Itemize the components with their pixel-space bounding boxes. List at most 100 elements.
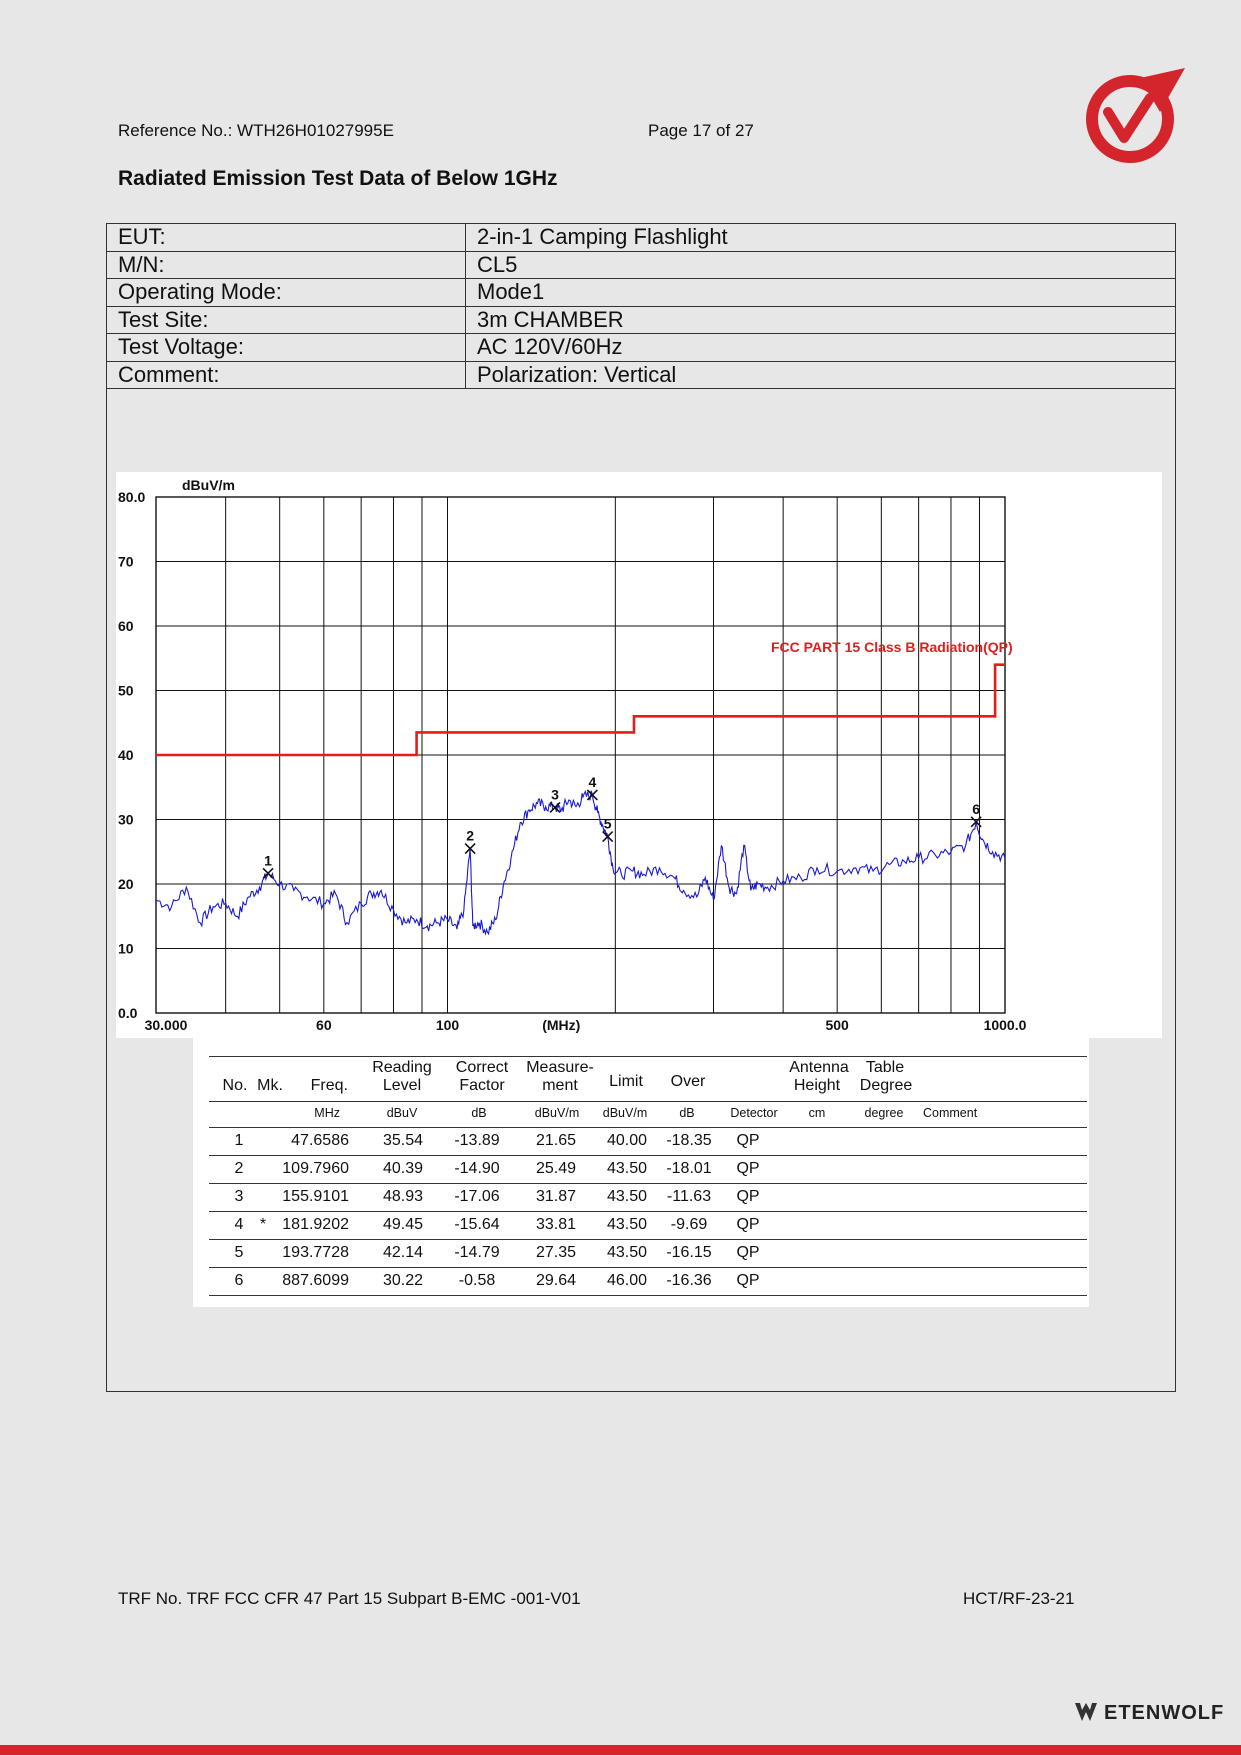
page-number: Page 17 of 27 [648, 121, 754, 140]
cell-correct: -14.90 [454, 1160, 500, 1177]
header-over: Over [670, 1073, 706, 1090]
info-row: Test Site: 3m CHAMBER [106, 305, 1176, 334]
x-tick-label: 100 [436, 1017, 460, 1033]
header-table: Table [865, 1059, 905, 1076]
emission-chart: 1 2 3 4 5 6 80.0 70 60 50 40 30 20 10 0.0 30.000 60 100 (… [116, 472, 1162, 1038]
cell-freq: 887.6099 [282, 1272, 349, 1289]
header-table-2: Degree [859, 1077, 913, 1094]
cell-limit: 43.50 [606, 1244, 648, 1261]
info-key: M/N: [106, 250, 466, 279]
cell-over: -18.35 [666, 1132, 712, 1149]
trf-number: TRF No. TRF FCC CFR 47 Part 15 Subpart B… [118, 1589, 581, 1608]
x-tick-label: 60 [316, 1017, 332, 1033]
unit-degree: degree [864, 1106, 904, 1120]
cell-freq: 193.7728 [282, 1244, 349, 1261]
y-axis-label: dBuV/m [182, 477, 235, 493]
marker-label: 4 [588, 774, 596, 790]
marker: 5 [602, 816, 614, 843]
marker-label: 6 [972, 801, 980, 817]
x-tick-label: 500 [825, 1017, 849, 1033]
reference-number: Reference No.: WTH26H01027995E [118, 121, 394, 140]
header-limit: Limit [609, 1073, 643, 1090]
y-tick-label: 70 [118, 554, 134, 570]
cell-correct: -15.64 [454, 1216, 500, 1233]
cell-over: -16.15 [666, 1244, 712, 1261]
marker: 3 [549, 786, 561, 814]
y-tick-label: 10 [118, 941, 134, 957]
y-tick-label: 40 [118, 747, 134, 763]
cell-limit: 43.50 [606, 1216, 648, 1233]
cell-reading: 40.39 [382, 1160, 424, 1177]
unit-detector: Detector [730, 1106, 778, 1120]
cell-reading: 42.14 [382, 1244, 424, 1261]
marker: 6 [970, 801, 982, 828]
y-tick-label: 60 [118, 618, 134, 634]
header-correct: Correct [455, 1059, 509, 1076]
marker-label: 5 [604, 816, 612, 832]
marker: 2 [464, 828, 476, 855]
unit-limit: dBuV/m [602, 1106, 648, 1120]
x-tick-label: (MHz) [542, 1017, 580, 1033]
cell-over: -18.01 [666, 1160, 712, 1177]
cell-mk: * [259, 1216, 267, 1233]
info-value: 2-in-1 Camping Flashlight [465, 223, 1176, 252]
cell-freq: 109.7960 [282, 1160, 349, 1177]
cell-measure: 33.81 [535, 1216, 577, 1233]
cell-no: 2 [234, 1160, 244, 1177]
table-rule [209, 1101, 1087, 1102]
cell-measure: 25.49 [535, 1160, 577, 1177]
cell-no: 6 [234, 1272, 244, 1289]
info-value: Polarization: Vertical [465, 360, 1176, 389]
x-tick-label: 30.000 [145, 1017, 188, 1033]
header-freq: Freq. [310, 1077, 348, 1094]
info-row: Comment: Polarization: Vertical [106, 360, 1176, 389]
info-row: Test Voltage: AC 120V/60Hz [106, 333, 1176, 362]
cell-limit: 46.00 [606, 1272, 648, 1289]
cell-measure: 27.35 [535, 1244, 577, 1261]
cell-detector: QP [736, 1216, 760, 1233]
unit-over: dB [679, 1106, 695, 1120]
cell-reading: 35.54 [382, 1132, 424, 1149]
cell-freq: 181.9202 [282, 1216, 349, 1233]
marker-label: 1 [264, 852, 272, 868]
cell-correct: -13.89 [454, 1132, 500, 1149]
cell-correct: -0.58 [458, 1272, 496, 1289]
marker-x [549, 801, 561, 814]
marker-x [970, 816, 982, 828]
cell-over: -11.63 [666, 1188, 712, 1205]
header-reading: Reading [372, 1059, 432, 1076]
table-row-rule [209, 1295, 1087, 1296]
cell-no: 1 [234, 1132, 244, 1149]
cell-reading: 30.22 [382, 1272, 424, 1289]
cell-correct: -17.06 [454, 1188, 500, 1205]
emission-chart-svg: 1 2 3 4 5 6 80.0 70 60 50 40 30 20 10 0.0 30.000 60 100 (… [118, 477, 1027, 1033]
results-table: Reading Correct Measure- Antenna Table N… [193, 1038, 1089, 1307]
cell-reading: 48.93 [382, 1188, 424, 1205]
measurement-trace [155, 789, 1006, 936]
cell-over: -9.69 [670, 1216, 708, 1233]
cell-measure: 31.87 [535, 1188, 577, 1205]
info-value: AC 120V/60Hz [465, 333, 1176, 362]
etenwolf-logo-icon [1075, 1703, 1097, 1721]
y-tick-label: 20 [118, 876, 134, 892]
cell-detector: QP [736, 1244, 760, 1261]
limit-line [156, 663, 1005, 757]
info-value: Mode1 [465, 278, 1176, 307]
info-row: Operating Mode: Mode1 [106, 278, 1176, 307]
unit-comment: Comment [923, 1106, 978, 1120]
table-rule [209, 1127, 1087, 1128]
info-value: 3m CHAMBER [465, 305, 1176, 334]
y-tick-label: 80.0 [118, 489, 145, 505]
cell-no: 3 [234, 1188, 244, 1205]
waltek-logo-icon [1086, 68, 1185, 163]
table-row-rule [209, 1267, 1087, 1268]
unit-freq: MHz [314, 1106, 340, 1120]
info-key: EUT: [106, 223, 466, 252]
y-tick-label: 50 [118, 683, 134, 699]
bottom-accent-bar [0, 1745, 1241, 1755]
unit-antenna: cm [808, 1106, 826, 1120]
header-antenna: Antenna [789, 1059, 849, 1076]
marker: 1 [262, 852, 274, 879]
y-tick-label: 0.0 [118, 1005, 138, 1021]
header-measure-2: ment [542, 1077, 578, 1094]
